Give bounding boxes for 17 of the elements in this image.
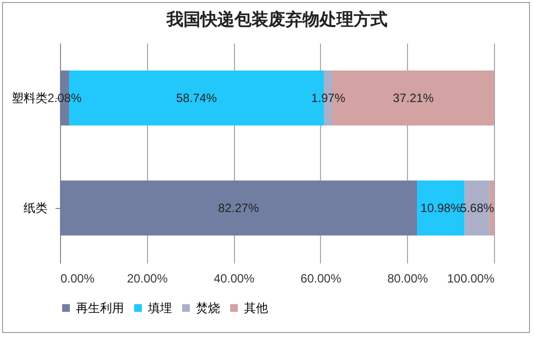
- legend-label: 焚烧: [196, 301, 220, 315]
- data-label: 10.98%: [420, 201, 462, 215]
- data-label: 82.27%: [218, 201, 260, 215]
- data-label: 37.21%: [392, 91, 434, 105]
- legend-label: 再生利用: [76, 301, 124, 315]
- chart-title: 我国快递包装废弃物处理方式: [166, 9, 388, 29]
- x-tick-label: 80.00%: [387, 272, 428, 286]
- x-tick-label: 100.00%: [447, 272, 495, 286]
- x-tick-label: 20.00%: [126, 272, 168, 286]
- x-tick-label: 0.00%: [60, 272, 95, 286]
- y-tick-label: 纸类: [24, 201, 48, 215]
- legend-label: 其他: [244, 301, 268, 315]
- x-tick-label: 60.00%: [300, 272, 342, 286]
- legend-label: 填埋: [147, 301, 172, 315]
- data-label: 58.74%: [176, 91, 218, 105]
- y-tick-label: 塑料类: [12, 91, 48, 105]
- x-tick-label: 40.00%: [214, 272, 255, 286]
